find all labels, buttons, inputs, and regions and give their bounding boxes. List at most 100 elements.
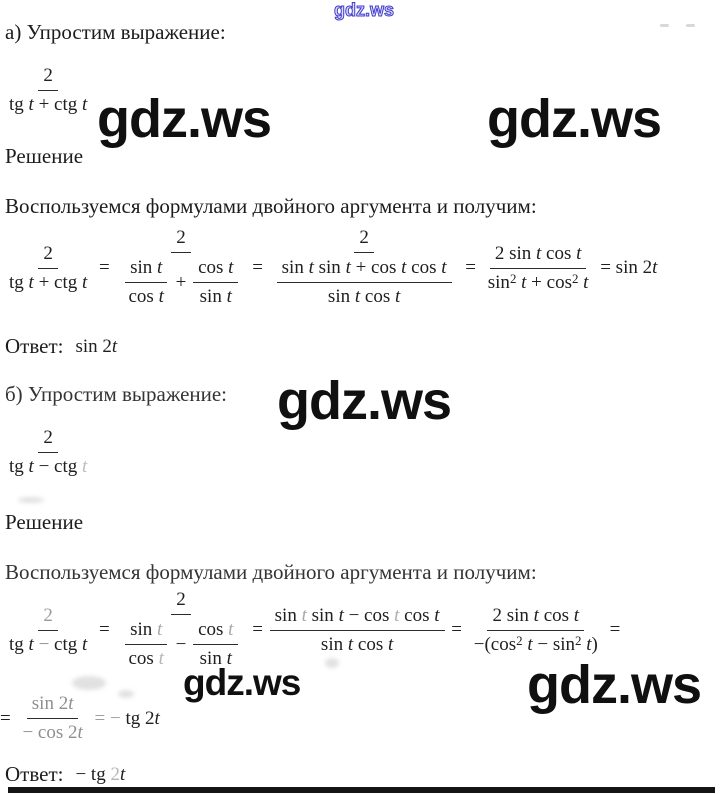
solution-label-b: Решение xyxy=(5,510,84,534)
math-variable: t xyxy=(345,257,351,278)
math-variable: t xyxy=(82,633,88,655)
superscript: 2 xyxy=(571,270,579,286)
fraction: sin t cos t xyxy=(124,256,169,309)
numerator: 2 xyxy=(38,242,58,269)
math-variable: t xyxy=(226,286,232,307)
math-token: 2 xyxy=(43,65,53,86)
math-token: = xyxy=(460,257,481,278)
math-token: sin 2 xyxy=(75,335,112,357)
print-smudge xyxy=(18,497,44,503)
bottom-divider-bar xyxy=(8,787,715,793)
equation-chain-b: 2 tg t − ctg t = 2 sin t cos t − cos t sin t… xyxy=(2,588,723,672)
equation-chain-a: 2 tg t + ctg t = 2 sin t cos t + cos t sin t… xyxy=(2,226,723,310)
math-variable: t xyxy=(652,257,658,278)
math-token: cos xyxy=(538,604,574,626)
math-variable: t xyxy=(28,456,34,477)
math-token: = xyxy=(446,619,467,640)
math-token: = xyxy=(0,707,16,729)
math-token: + ctg xyxy=(33,94,82,115)
watermark-gdzws-middle: gdz.ws xyxy=(277,371,452,431)
denominator: sin t cos t − cos t sin t xyxy=(117,615,246,672)
lemma-text-b: Воспользуемся формулами двойного аргумен… xyxy=(5,560,537,584)
numerator: cos t xyxy=(193,256,239,283)
math-token: sin xyxy=(320,633,348,655)
math-variable: t xyxy=(387,633,394,655)
math-token: + xyxy=(170,271,192,293)
superscript: 2 xyxy=(575,632,582,648)
math-token: sin xyxy=(327,286,355,307)
math-variable: t xyxy=(158,648,164,669)
numerator: 2 xyxy=(38,64,58,91)
math-token: 2 sin xyxy=(494,242,536,264)
superscript: 2 xyxy=(516,632,523,648)
numerator: sin t xyxy=(125,618,168,645)
math-token: sin xyxy=(130,257,157,278)
math-token: 2 xyxy=(359,227,369,248)
math-token: cos xyxy=(406,257,442,278)
part-b-heading: б) Упростим выражение: xyxy=(5,382,228,406)
denominator: sin t xyxy=(195,645,237,671)
numerator: 2 xyxy=(171,226,191,253)
math-token: cos xyxy=(198,257,229,278)
math-token: − ctg xyxy=(33,456,82,477)
math-variable: t xyxy=(111,335,118,357)
numerator: 2 xyxy=(38,426,58,453)
math-token: + ctg xyxy=(33,271,82,293)
denominator: tg t + ctg t xyxy=(4,269,92,295)
math-token: = xyxy=(604,619,621,640)
math-token: cos xyxy=(353,633,388,655)
math-variable: t xyxy=(527,633,533,655)
math-token: − xyxy=(110,707,126,729)
math-token: sin xyxy=(274,604,302,626)
math-variable: t xyxy=(521,271,527,293)
math-variable: t xyxy=(434,604,440,626)
fraction: cos t sin t xyxy=(193,618,239,671)
fraction: sin t sin t + cos t cos t sin t cos t xyxy=(276,256,452,309)
denominator: sin 2 t + cos 2 t xyxy=(483,269,594,295)
math-variable: t xyxy=(576,242,582,264)
expression-b: 2 tg t − ctg t xyxy=(2,426,94,479)
denominator: sin t cos t + cos t sin t xyxy=(117,253,246,310)
math-token: sin xyxy=(281,257,309,278)
print-smudge xyxy=(325,658,339,668)
math-token: sin xyxy=(306,604,339,626)
math-token: = xyxy=(94,257,115,278)
math-variable: t xyxy=(394,286,401,307)
fraction: 2 tg t + ctg t xyxy=(4,242,92,295)
math-variable: t xyxy=(82,94,88,115)
math-variable: t xyxy=(583,271,589,293)
math-token: sin xyxy=(130,619,157,640)
numerator: 2 sin t cos t xyxy=(487,604,585,631)
denominator: sin t cos t xyxy=(323,283,405,309)
fraction: 2 sin t cos t sin 2 t + cos 2 t xyxy=(483,242,594,295)
math-token: = xyxy=(247,619,268,640)
math-token: tg 2 xyxy=(125,707,155,729)
math-variable: t xyxy=(573,604,580,626)
math-token: − xyxy=(170,633,192,655)
math-token: − tg xyxy=(75,763,111,785)
math-token: sin xyxy=(199,286,227,307)
math-token: = sin 2 xyxy=(595,257,653,278)
math-token: cos xyxy=(198,619,229,640)
answer-label-b: Ответ: xyxy=(5,762,64,786)
math-variable: t xyxy=(28,94,34,115)
math-token: sin xyxy=(487,271,510,293)
math-variable: t xyxy=(77,722,83,743)
math-token: 2 sin xyxy=(492,604,529,626)
denominator: tg t − ctg t xyxy=(4,453,92,479)
math-token: −(cos xyxy=(473,633,517,655)
math-token: = xyxy=(247,257,268,278)
fraction: 2 sin t cos t − cos t sin t xyxy=(117,588,246,672)
math-token: tg xyxy=(9,633,29,655)
math-token: − cos xyxy=(343,604,395,626)
math-variable: t xyxy=(158,286,164,307)
math-variable: t xyxy=(154,707,160,729)
denominator: −(cos 2 t − sin 2 t) xyxy=(469,631,603,657)
expression-a: 2 tg t + ctg t xyxy=(2,64,94,117)
math-token: 2 xyxy=(43,242,53,264)
math-token: cos xyxy=(128,286,159,307)
